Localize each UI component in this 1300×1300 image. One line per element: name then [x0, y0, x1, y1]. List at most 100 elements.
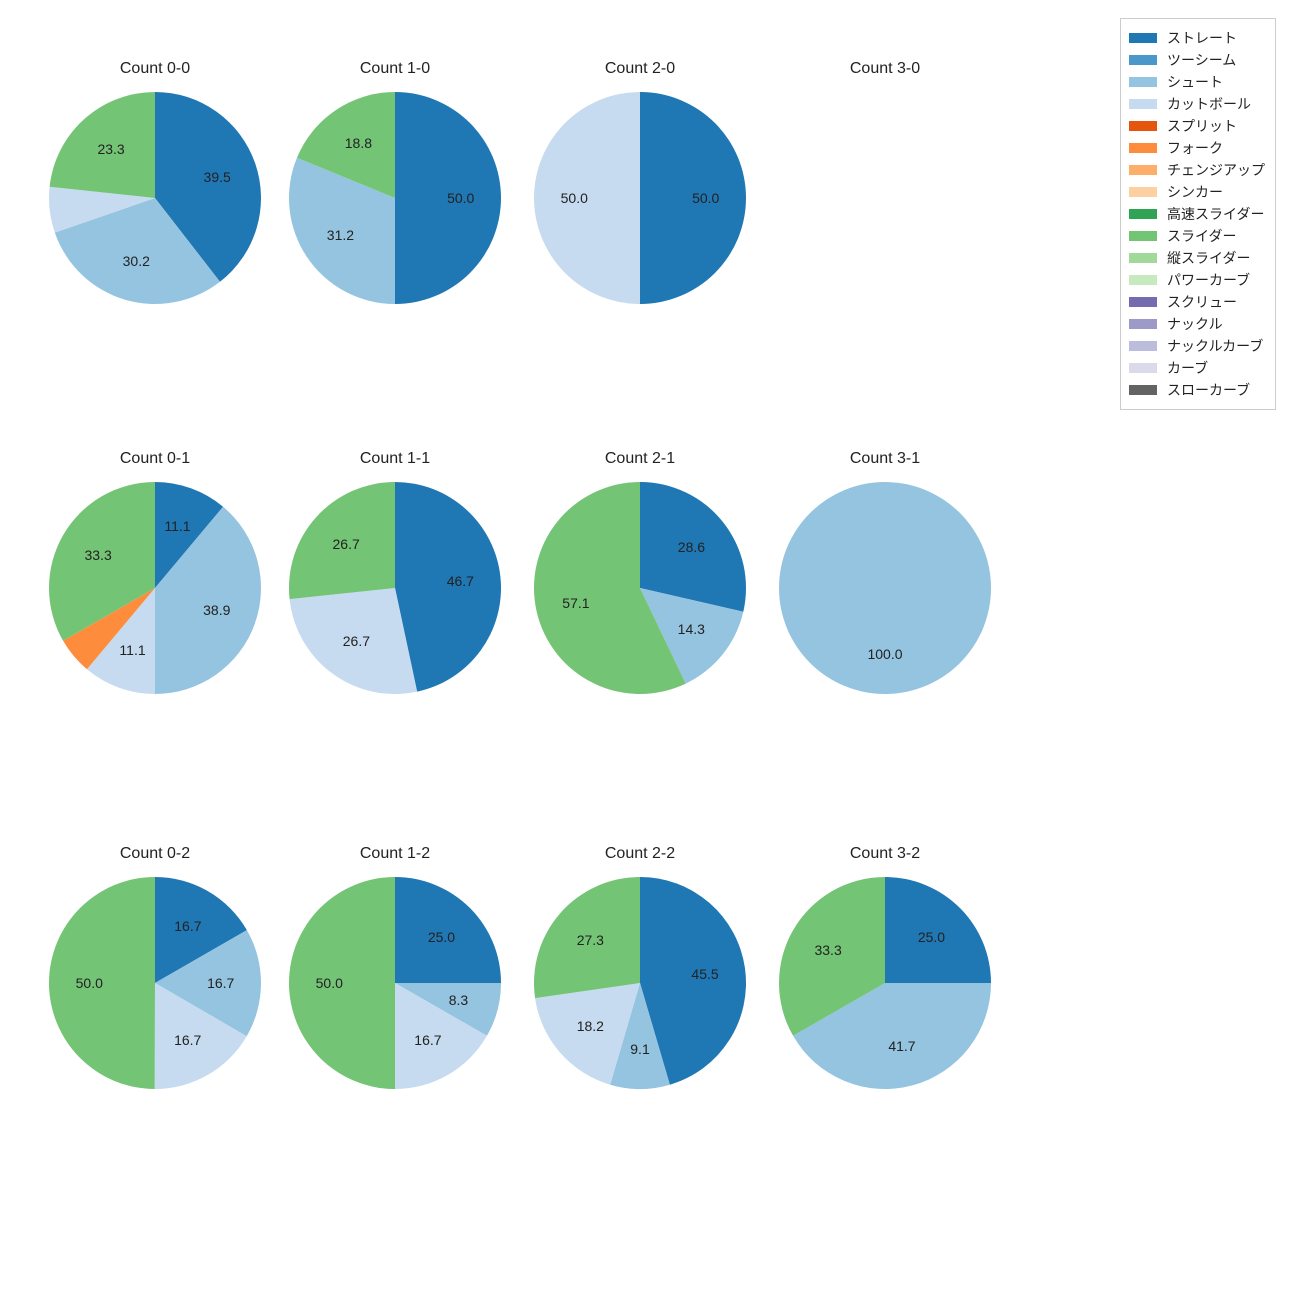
legend-label: ストレート	[1167, 28, 1237, 48]
legend-label: パワーカーブ	[1167, 270, 1250, 290]
pie-svg	[525, 873, 755, 1093]
legend-swatch	[1129, 143, 1157, 153]
legend-swatch	[1129, 385, 1157, 395]
legend-swatch	[1129, 297, 1157, 307]
pie-slice-slider	[534, 877, 640, 998]
pie-slice-slider	[289, 482, 395, 599]
legend-item: スライダー	[1129, 225, 1265, 247]
legend-swatch	[1129, 363, 1157, 373]
legend-item: ストレート	[1129, 27, 1265, 49]
legend-label: シュート	[1167, 72, 1223, 92]
pie-c00: Count 0-039.530.223.3	[40, 60, 270, 318]
legend-swatch	[1129, 99, 1157, 109]
legend-item: 縦スライダー	[1129, 247, 1265, 269]
pie-wrap: 100.0	[770, 478, 1000, 708]
pie-c22: Count 2-2 45.59.118.227.3	[525, 845, 755, 1103]
pie-c01: Count 0-111.138.911.133.3	[40, 450, 270, 708]
legend-label: スローカーブ	[1167, 380, 1250, 400]
pie-c11: Count 1-1 46.726.726.7	[280, 450, 510, 708]
legend-label: ナックル	[1167, 314, 1223, 334]
pie-wrap: 50.050.0	[525, 88, 755, 318]
pie-c02: Count 0-216.716.716.750.0	[40, 845, 270, 1103]
legend-swatch	[1129, 253, 1157, 263]
pie-wrap: 28.614.357.1	[525, 478, 755, 708]
legend-item: ナックルカーブ	[1129, 335, 1265, 357]
pie-wrap: 25.041.733.3	[770, 873, 1000, 1103]
pie-svg	[770, 88, 1000, 308]
pie-c30: Count 3-0	[770, 60, 1000, 318]
pie-slice-straight	[395, 92, 501, 304]
legend-swatch	[1129, 33, 1157, 43]
legend-item: フォーク	[1129, 137, 1265, 159]
legend-item: カーブ	[1129, 357, 1265, 379]
pie-svg	[525, 478, 755, 698]
legend-item: スローカーブ	[1129, 379, 1265, 401]
pie-svg	[280, 88, 510, 308]
legend-item: ナックル	[1129, 313, 1265, 335]
pie-wrap: 50.031.218.8	[280, 88, 510, 318]
legend-label: スクリュー	[1167, 292, 1237, 312]
legend-label: フォーク	[1167, 138, 1223, 158]
pie-slice-slider	[50, 92, 155, 198]
pie-wrap: 46.726.726.7	[280, 478, 510, 708]
pie-slice-cutball	[534, 92, 640, 304]
pie-title: Count 1-1	[280, 450, 510, 468]
pie-wrap	[770, 88, 1000, 318]
legend-label: ツーシーム	[1167, 50, 1236, 70]
pie-svg	[280, 873, 510, 1093]
legend-swatch	[1129, 77, 1157, 87]
pie-slice-straight	[885, 877, 991, 983]
legend-item: 高速スライダー	[1129, 203, 1265, 225]
pie-slice-slider	[289, 877, 395, 1089]
pie-svg	[770, 478, 1000, 698]
legend-label: チェンジアップ	[1167, 160, 1265, 180]
chart-grid: ストレートツーシームシュートカットボールスプリットフォークチェンジアップシンカー…	[0, 0, 1300, 1300]
legend-swatch	[1129, 209, 1157, 219]
legend-swatch	[1129, 275, 1157, 285]
legend-label: ナックルカーブ	[1167, 336, 1263, 356]
legend-label: スプリット	[1167, 116, 1237, 136]
legend-swatch	[1129, 55, 1157, 65]
legend-label: 縦スライダー	[1167, 248, 1250, 268]
legend-item: カットボール	[1129, 93, 1265, 115]
pie-title: Count 2-1	[525, 450, 755, 468]
pie-c10: Count 1-0 50.031.218.8	[280, 60, 510, 318]
pie-svg	[280, 478, 510, 698]
pie-svg	[40, 873, 270, 1093]
pie-title: Count 0-2	[40, 845, 270, 863]
pie-c31: Count 3-1 100.0	[770, 450, 1000, 708]
legend-item: スプリット	[1129, 115, 1265, 137]
pie-svg	[40, 478, 270, 698]
legend-label: カットボール	[1167, 94, 1251, 114]
legend-item: スクリュー	[1129, 291, 1265, 313]
legend-swatch	[1129, 121, 1157, 131]
pie-c20: Count 2-0 50.050.0	[525, 60, 755, 318]
pie-svg	[40, 88, 270, 308]
pie-slice-slider	[49, 877, 155, 1089]
pie-wrap: 11.138.911.133.3	[40, 478, 270, 708]
pie-slice-shoot	[779, 482, 991, 694]
pie-svg	[525, 88, 755, 308]
legend-item: パワーカーブ	[1129, 269, 1265, 291]
pie-title: Count 2-2	[525, 845, 755, 863]
legend-item: ツーシーム	[1129, 49, 1265, 71]
pie-c21: Count 2-1 28.614.357.1	[525, 450, 755, 708]
legend-label: シンカー	[1167, 182, 1223, 202]
legend: ストレートツーシームシュートカットボールスプリットフォークチェンジアップシンカー…	[1120, 18, 1276, 410]
legend-item: シンカー	[1129, 181, 1265, 203]
pie-c12: Count 1-2 25.08.316.750.0	[280, 845, 510, 1103]
pie-slice-straight	[640, 92, 746, 304]
legend-swatch	[1129, 231, 1157, 241]
pie-title: Count 1-0	[280, 60, 510, 78]
pie-title: Count 3-1	[770, 450, 1000, 468]
pie-title: Count 1-2	[280, 845, 510, 863]
legend-swatch	[1129, 341, 1157, 351]
pie-wrap: 39.530.223.3	[40, 88, 270, 318]
pie-slice-straight	[395, 877, 501, 983]
legend-item: チェンジアップ	[1129, 159, 1265, 181]
pie-wrap: 25.08.316.750.0	[280, 873, 510, 1103]
pie-title: Count 2-0	[525, 60, 755, 78]
legend-label: スライダー	[1167, 226, 1236, 246]
legend-item: シュート	[1129, 71, 1265, 93]
pie-wrap: 45.59.118.227.3	[525, 873, 755, 1103]
